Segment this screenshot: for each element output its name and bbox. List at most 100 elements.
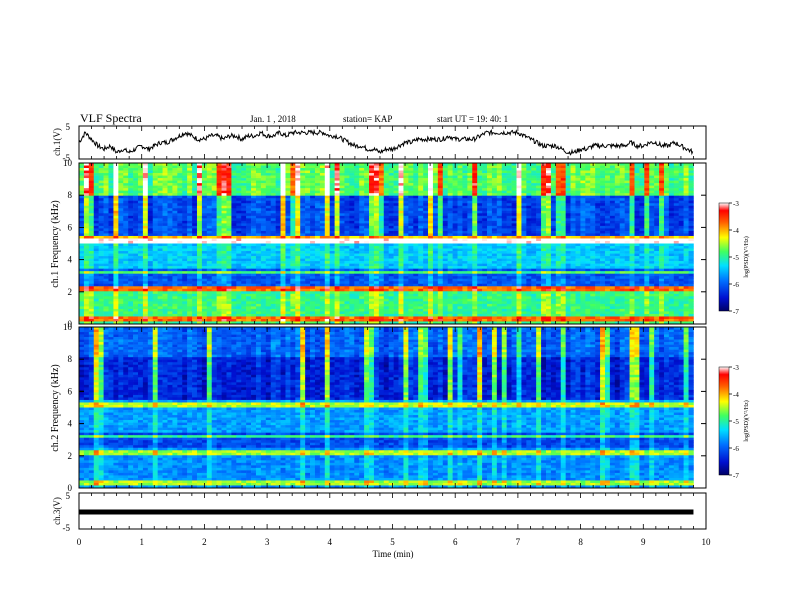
spectrogram-cell bbox=[300, 185, 306, 189]
spectrogram-cell bbox=[496, 235, 503, 239]
spectrogram-cell bbox=[521, 183, 527, 186]
spectrogram-cell bbox=[536, 173, 542, 176]
spectrogram-cell bbox=[344, 188, 350, 191]
spectrogram-cell bbox=[373, 190, 380, 194]
spectrogram-cell bbox=[496, 253, 503, 257]
spectrogram-cell bbox=[570, 253, 576, 257]
spectrogram-cell bbox=[83, 218, 90, 222]
spectrogram-cell bbox=[663, 235, 670, 239]
spectrogram-cell bbox=[137, 243, 144, 247]
spectrogram-cell bbox=[369, 220, 375, 224]
spectrogram-cell bbox=[624, 195, 630, 199]
spectrogram-cell bbox=[565, 230, 571, 234]
spectrogram-cell bbox=[482, 173, 488, 176]
spectrogram-cell bbox=[251, 246, 257, 249]
spectrogram-cell bbox=[300, 198, 306, 202]
spectrogram-cell bbox=[251, 213, 257, 217]
spectrogram-cell bbox=[393, 238, 399, 242]
spectrogram-cell bbox=[265, 228, 272, 232]
spectrogram-cell bbox=[609, 256, 616, 259]
spectrogram-cell bbox=[79, 205, 85, 209]
spectrogram-cell bbox=[260, 243, 267, 247]
spectrogram-cell bbox=[575, 178, 581, 181]
spectrogram-cell bbox=[614, 200, 621, 204]
spectrogram-cell bbox=[216, 200, 222, 204]
spectrogram-cell bbox=[172, 165, 178, 169]
spectrogram-cell bbox=[629, 215, 635, 219]
spectrogram-cell bbox=[147, 175, 154, 179]
spectrogram-cell bbox=[334, 198, 340, 202]
spectrogram-cell bbox=[192, 190, 198, 194]
spectrogram-cell bbox=[339, 205, 345, 209]
spectrogram-cell bbox=[236, 251, 242, 254]
spectrogram-cell bbox=[182, 248, 188, 252]
spectrogram-cell bbox=[142, 170, 149, 174]
spectrogram-cell bbox=[182, 183, 188, 186]
spectrogram-cell bbox=[487, 248, 493, 252]
spectrogram-cell bbox=[310, 228, 316, 232]
spectrogram-cell bbox=[192, 233, 198, 237]
spectrogram-cell bbox=[88, 233, 95, 237]
spectrogram-cell bbox=[413, 261, 419, 264]
spectrogram-cell bbox=[344, 220, 350, 224]
spectrogram-cell bbox=[354, 246, 360, 249]
spectrogram-cell bbox=[393, 205, 399, 209]
spectrogram-cell bbox=[364, 208, 370, 212]
spectrogram-cell bbox=[369, 163, 375, 166]
spectrogram-cell bbox=[487, 165, 493, 169]
spectrogram-cell bbox=[634, 205, 640, 209]
spectrogram-cell bbox=[418, 243, 424, 247]
spectrogram-cell bbox=[187, 213, 193, 217]
spectrogram-cell bbox=[472, 240, 478, 244]
spectrogram-cell bbox=[246, 175, 252, 179]
spectrogram-cell bbox=[580, 240, 586, 244]
spectrogram-cell bbox=[432, 251, 439, 254]
spectrogram-cell bbox=[142, 251, 149, 254]
spectrogram-cell bbox=[305, 243, 311, 247]
spectrogram-cell bbox=[216, 208, 222, 212]
spectrogram-cell bbox=[275, 200, 281, 204]
spectrogram-cell bbox=[162, 183, 168, 186]
spectrogram-cell bbox=[467, 180, 473, 184]
spectrogram-cell bbox=[280, 218, 286, 222]
spectrogram-cell bbox=[595, 240, 601, 244]
spectrogram-cell bbox=[536, 261, 542, 264]
spectrogram-cell bbox=[614, 208, 621, 212]
spectrogram-cell bbox=[378, 165, 385, 169]
spectrogram-cell bbox=[226, 220, 232, 224]
spectrogram-cell bbox=[408, 180, 414, 184]
spectrogram-cell bbox=[521, 248, 527, 252]
spectrogram-cell bbox=[506, 183, 512, 186]
spectrogram-cell bbox=[295, 205, 301, 209]
spectrogram-cell bbox=[496, 230, 503, 234]
spectrogram-cell bbox=[265, 261, 272, 264]
spectrogram-cell bbox=[432, 205, 439, 209]
start-time-label: start UT = 19: 40: 1 bbox=[437, 114, 508, 124]
spectrogram-cell bbox=[142, 208, 149, 212]
spectrogram-cell bbox=[177, 253, 183, 257]
spectrogram-cell bbox=[526, 246, 532, 249]
spectrogram-cell bbox=[585, 195, 591, 199]
spectrogram-cell bbox=[506, 253, 512, 257]
spectrogram-cell bbox=[472, 238, 478, 242]
spectrogram-cell bbox=[462, 193, 468, 197]
spectrogram-cell bbox=[295, 248, 301, 252]
spectrogram-cell bbox=[639, 225, 645, 229]
spectrogram-cell bbox=[300, 233, 306, 237]
spectrogram-cell bbox=[123, 193, 129, 197]
spectrogram-cell bbox=[157, 220, 163, 224]
spectrogram-cell bbox=[187, 180, 193, 184]
spectrogram-cell bbox=[216, 190, 222, 194]
spectrogram-cell bbox=[403, 205, 409, 209]
spectrogram-cell bbox=[457, 246, 463, 249]
spectrogram-cell bbox=[324, 223, 330, 227]
spectrogram-cell bbox=[108, 200, 114, 204]
spectrogram-cell bbox=[216, 195, 222, 199]
spectrogram-cell bbox=[157, 253, 163, 257]
spectrogram-cell bbox=[457, 165, 463, 169]
spectrogram-cell bbox=[128, 180, 134, 184]
spectrogram-cell bbox=[403, 256, 409, 259]
spectrogram-cell bbox=[526, 225, 532, 229]
spectrogram-cell bbox=[167, 238, 173, 242]
spectrogram-cell bbox=[408, 225, 414, 229]
